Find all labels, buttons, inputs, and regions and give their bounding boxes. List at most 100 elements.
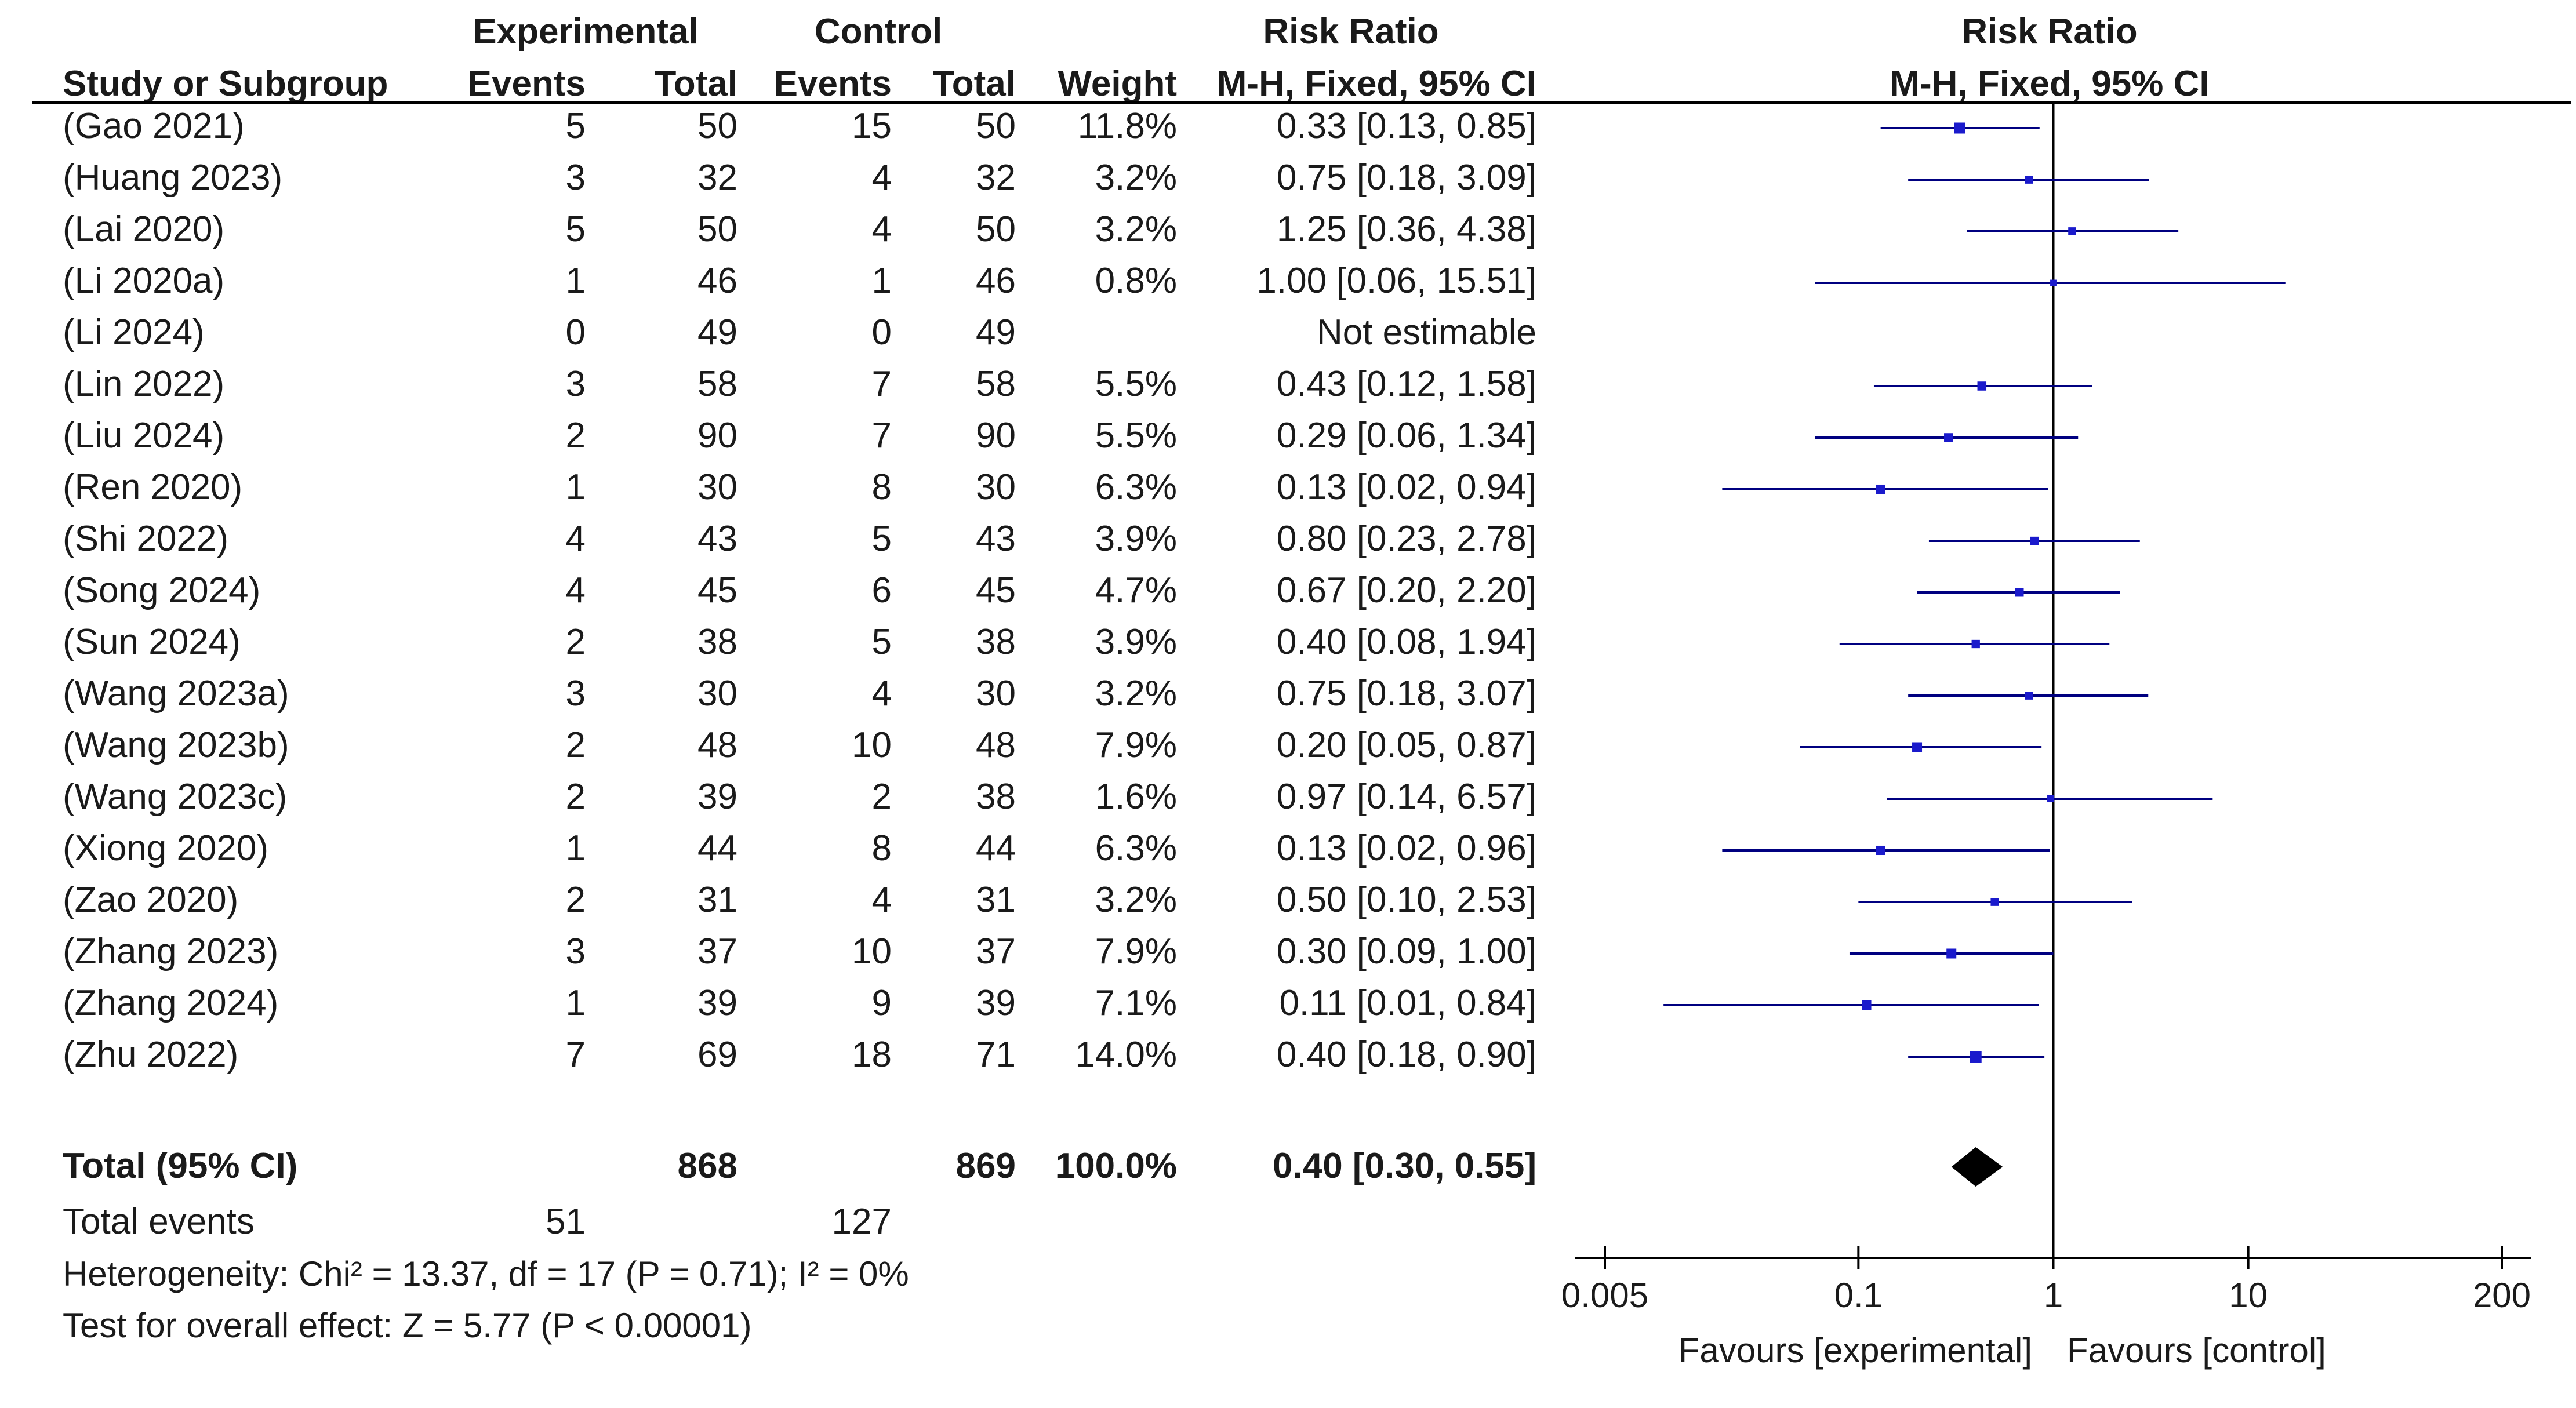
- header-rr-title-left: Risk Ratio: [1263, 12, 1438, 52]
- exp-events: 4: [566, 570, 586, 610]
- ctl-events: 4: [872, 880, 892, 920]
- ctl-total: 44: [976, 828, 1016, 868]
- exp-events: 3: [566, 364, 586, 404]
- effect-marker: [1861, 1000, 1872, 1010]
- study-name: (Li 2020a): [63, 261, 224, 301]
- axis-tick-label: 0.005: [1561, 1276, 1648, 1315]
- table-row: (Song 2024) 4 45 6 45 4.7% 0.67 [0.20, 2.20]: [63, 570, 1536, 610]
- exp-total: 44: [697, 828, 737, 868]
- weight: 5.5%: [1095, 416, 1177, 456]
- table-row: (Zhu 2022) 7 69 18 71 14.0% 0.40 [0.18, 0.90]: [63, 1035, 1536, 1075]
- study-name: (Sun 2024): [63, 622, 241, 662]
- exp-events: 2: [566, 880, 586, 920]
- heterogeneity-text: Heterogeneity: Chi² = 13.37, df = 17 (P …: [63, 1254, 909, 1293]
- exp-total: 50: [697, 106, 737, 146]
- ctl-events: 4: [872, 209, 892, 249]
- header-exp-total: Total: [655, 64, 738, 104]
- ctl-total: 45: [976, 570, 1016, 610]
- favours-experimental: Favours [experimental]: [1678, 1331, 2032, 1370]
- axis-tick-label: 200: [2473, 1276, 2531, 1315]
- exp-events: 1: [566, 983, 586, 1023]
- exp-total: 30: [697, 467, 737, 507]
- total-events-ctl: 127: [832, 1202, 892, 1242]
- ctl-events: 6: [872, 570, 892, 610]
- weight: 6.3%: [1095, 828, 1177, 868]
- axis-tick-label: 0.1: [1834, 1276, 1883, 1315]
- study-name: (Wang 2023c): [63, 777, 287, 817]
- exp-total: 50: [697, 209, 737, 249]
- table-row: (Lin 2022) 3 58 7 58 5.5% 0.43 [0.12, 1.58]: [63, 364, 1536, 404]
- header-ctl-events: Events: [774, 64, 892, 104]
- header-rr-method-left: M-H, Fixed, 95% CI: [1217, 64, 1536, 104]
- weight: 11.8%: [1078, 106, 1177, 146]
- ctl-total: 37: [976, 932, 1016, 972]
- exp-events: 0: [566, 312, 586, 352]
- exp-events: 2: [566, 416, 586, 456]
- ctl-events: 5: [872, 622, 892, 662]
- effect-marker: [1971, 639, 1980, 649]
- exp-total: 39: [697, 777, 737, 817]
- study-name: (Wang 2023a): [63, 674, 289, 714]
- risk-ratio-ci: 0.67 [0.20, 2.20]: [1277, 570, 1536, 610]
- ctl-total: 30: [976, 674, 1016, 714]
- exp-total: 39: [697, 983, 737, 1023]
- ctl-events: 1: [872, 261, 892, 301]
- table-row: (Huang 2023) 3 32 4 32 3.2% 0.75 [0.18, 3.09]: [63, 158, 1536, 198]
- weight: 3.2%: [1095, 880, 1177, 920]
- exp-total: 48: [697, 725, 737, 765]
- exp-events: 2: [566, 622, 586, 662]
- exp-total: 32: [697, 158, 737, 198]
- risk-ratio-ci: 0.11 [0.01, 0.84]: [1279, 983, 1536, 1023]
- table-row: (Lai 2020) 5 50 4 50 3.2% 1.25 [0.36, 4.38]: [63, 209, 1536, 249]
- x-axis: 0.005 0.1 1 10 200: [1561, 1246, 2531, 1315]
- effect-marker: [2015, 588, 2024, 597]
- study-name: (Zhu 2022): [63, 1035, 238, 1075]
- table-row: (Sun 2024) 2 38 5 38 3.9% 0.40 [0.08, 1.94]: [63, 622, 1536, 662]
- study-name: (Xiong 2020): [63, 828, 268, 868]
- risk-ratio-ci: 0.50 [0.10, 2.53]: [1277, 880, 1536, 920]
- risk-ratio-ci: 0.33 [0.13, 0.85]: [1277, 106, 1536, 146]
- favours-control: Favours [control]: [2067, 1331, 2326, 1370]
- study-name: (Lin 2022): [63, 364, 224, 404]
- table-row: (Ren 2020) 1 30 8 30 6.3% 0.13 [0.02, 0.94]: [63, 467, 1536, 507]
- table-row: (Wang 2023c) 2 39 2 38 1.6% 0.97 [0.14, 6.57]: [63, 777, 1536, 817]
- weight: 6.3%: [1095, 467, 1177, 507]
- effect-marker: [1954, 122, 1965, 134]
- exp-total: 46: [697, 261, 737, 301]
- weight: 7.9%: [1095, 932, 1177, 972]
- risk-ratio-ci: Not estimable: [1317, 312, 1536, 352]
- table-row: (Wang 2023b) 2 48 10 48 7.9% 0.20 [0.05, 0.87]: [63, 725, 1536, 765]
- pooled-diamond: [1951, 1147, 2003, 1187]
- exp-events: 2: [566, 725, 586, 765]
- exp-total: 69: [697, 1035, 737, 1075]
- weight: 0.8%: [1095, 261, 1177, 301]
- study-name: (Lai 2020): [63, 209, 224, 249]
- risk-ratio-ci: 1.25 [0.36, 4.38]: [1277, 209, 1536, 249]
- study-name: (Li 2024): [63, 312, 205, 352]
- table-row: (Zhang 2023) 3 37 10 37 7.9% 0.30 [0.09, 1.00]: [63, 932, 1536, 972]
- effect-marker: [1876, 845, 1885, 856]
- weight: 1.6%: [1095, 777, 1177, 817]
- exp-total: 43: [697, 519, 737, 559]
- risk-ratio-ci: 0.75 [0.18, 3.07]: [1277, 674, 1536, 714]
- ctl-total: 39: [976, 983, 1016, 1023]
- risk-ratio-ci: 0.13 [0.02, 0.96]: [1277, 828, 1536, 868]
- ctl-total: 31: [976, 880, 1016, 920]
- header-rr-title-right: Risk Ratio: [1961, 12, 2137, 52]
- weight: 3.2%: [1095, 158, 1177, 198]
- total-weight: 100.0%: [1055, 1146, 1177, 1186]
- ctl-total: 48: [976, 725, 1016, 765]
- effect-marker: [1946, 948, 1957, 959]
- total-label: Total (95% CI): [63, 1146, 297, 1186]
- exp-total: 38: [697, 622, 737, 662]
- study-name: (Huang 2023): [63, 158, 282, 198]
- axis-tick-label: 10: [2229, 1276, 2268, 1315]
- exp-total: 58: [697, 364, 737, 404]
- study-name: (Liu 2024): [63, 416, 224, 456]
- effect-marker: [2025, 692, 2033, 700]
- axis-tick-label: 1: [2044, 1276, 2063, 1315]
- effect-marker: [1876, 484, 1885, 494]
- study-name: (Zhang 2024): [63, 983, 278, 1023]
- plot-area: [1663, 103, 2286, 1258]
